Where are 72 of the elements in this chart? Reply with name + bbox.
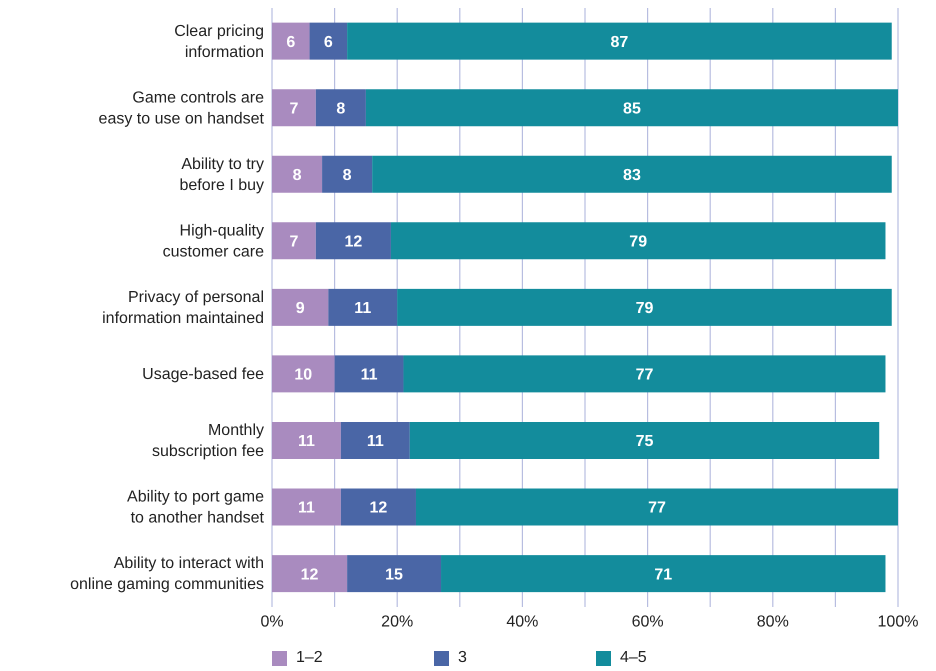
data-label: 15 [385,566,404,584]
data-label: 11 [360,366,378,384]
data-label: 79 [629,233,648,250]
data-label: 77 [636,366,654,384]
bar [372,156,892,193]
y-tick-label: Game controls are easy to use on handset [98,88,265,127]
bar [310,22,348,60]
data-label: 12 [344,233,362,250]
bar [328,288,398,326]
bar [390,222,886,260]
bar [272,288,328,326]
data-label: 77 [648,500,666,517]
data-label: 11 [366,433,384,450]
bar [366,89,898,126]
bar [441,555,886,592]
x-tick-label: 60% [632,613,664,630]
bar [347,22,892,60]
bar [272,89,316,126]
legend-label: 1–2 [296,649,323,667]
x-tick-label: 0% [260,613,284,630]
bar [322,156,372,193]
bar [272,488,341,526]
y-tick-label: Privacy of personal information maintained [102,288,264,326]
data-label: 6 [324,34,333,51]
bar [340,422,410,459]
data-label: 11 [354,300,372,318]
y-tick-label: High-quality customer care [162,222,264,260]
x-tick-label: 20% [381,613,414,630]
data-label: 71 [654,566,672,584]
data-label: 8 [336,100,346,118]
legend-label: 4–5 [620,649,647,667]
data-label: 12 [370,500,388,517]
data-label: 87 [610,34,628,51]
bar [316,222,391,260]
bar [340,488,416,526]
data-label: 8 [342,166,352,184]
y-tick-label: Clear pricing information [174,22,264,60]
x-tick-label: 100% [878,613,918,630]
bar [416,488,898,526]
data-label: 79 [636,300,654,318]
y-tick-label: Ability to port game to another handset [127,488,265,526]
bar [272,22,310,60]
y-tick-label: Monthly subscription fee [152,422,264,460]
data-label: 83 [623,166,641,184]
data-label: 10 [294,366,312,384]
bar [334,355,404,392]
bar [272,555,348,592]
data-label: 7 [289,100,298,118]
data-label: 8 [292,166,302,184]
x-tick-label: 40% [506,613,538,630]
data-label: 85 [623,100,641,118]
data-label: 11 [298,500,315,517]
legend-label: 3 [458,649,467,667]
data-label: 11 [298,433,315,450]
bar [272,156,322,193]
bar [272,222,316,260]
x-tick-label: 80% [756,613,789,630]
y-tick-label: Ability to try before I buy [180,155,264,194]
data-label: 75 [636,433,654,450]
data-label: 6 [286,34,296,51]
bar [272,355,335,392]
bar [397,288,892,326]
data-label: 9 [296,300,305,318]
data-label: 7 [289,233,298,250]
y-tick-label: Usage-based fee [142,366,264,383]
bar [316,89,366,126]
bar [410,422,880,459]
bar [403,355,886,392]
bar [272,422,341,459]
y-tick-label: Ability to interact with online gaming communities [70,554,264,593]
data-label: 12 [300,566,319,584]
bar [347,555,442,592]
